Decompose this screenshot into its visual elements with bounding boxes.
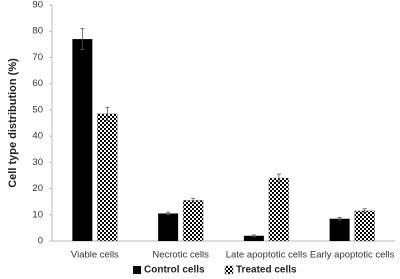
x-tick-label: Necrotic cells (152, 250, 209, 261)
y-tick-label: 80 (32, 26, 43, 37)
x-tick-label: Early apoptotic cells (310, 250, 395, 261)
y-tick-label: 20 (32, 183, 43, 194)
legend-label: Control cells (144, 265, 205, 276)
y-tick-label: 90 (32, 0, 43, 11)
bar (97, 113, 118, 242)
bar (268, 177, 290, 242)
error-bar (166, 211, 171, 216)
y-tick-label: 0 (38, 236, 43, 247)
x-tick-label: Late apoptotic cells (226, 250, 308, 261)
bar (158, 213, 179, 241)
y-axis-label: Cell type distribution (%) (7, 58, 19, 188)
y-tick-label: 50 (32, 104, 43, 115)
bar (354, 210, 375, 242)
bar (182, 200, 204, 242)
error-bar (337, 216, 342, 221)
bar (72, 39, 93, 241)
error-bar (276, 173, 281, 183)
legend-label: Treated cells (236, 265, 297, 276)
y-tick-label: 60 (32, 78, 43, 89)
error-bar (105, 106, 110, 121)
bar (329, 218, 350, 241)
legend-swatch (133, 266, 141, 274)
error-bar (362, 208, 367, 214)
error-bar (191, 197, 196, 203)
bar (243, 235, 264, 241)
y-tick-label: 30 (32, 157, 43, 168)
legend-swatch (224, 265, 234, 275)
error-bar (80, 28, 85, 50)
y-tick-label: 40 (32, 131, 43, 142)
y-tick-label: 10 (32, 209, 43, 220)
error-bar (251, 234, 256, 237)
y-tick-label: 70 (32, 52, 43, 63)
x-tick-label: Viable cells (71, 250, 119, 261)
